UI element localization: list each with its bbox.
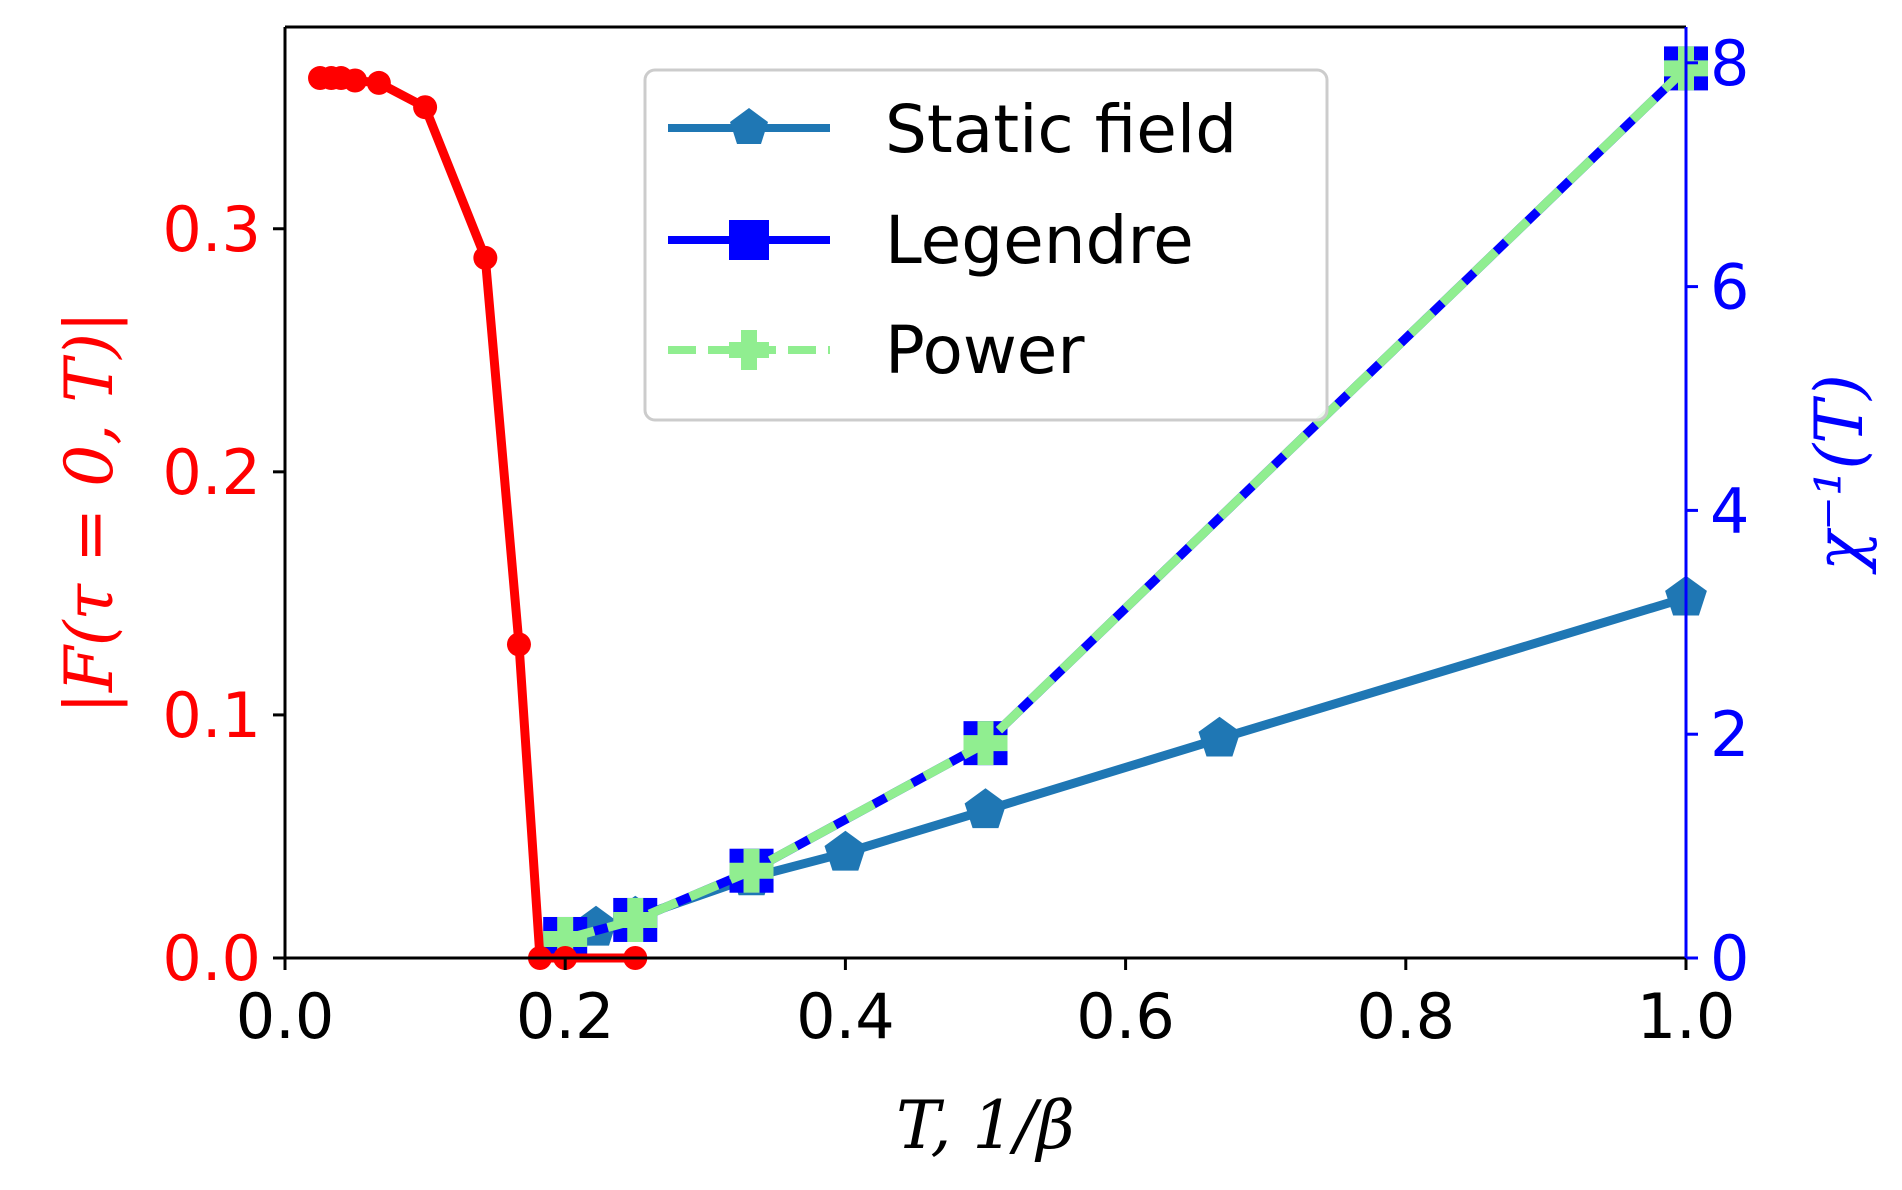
x-tick-label-0: 0.0	[236, 980, 335, 1053]
legend-entry-power: Power	[668, 312, 1085, 389]
y-left-axis-label: |F(τ = 0, T)|	[51, 311, 128, 715]
data-point-f-4	[366, 70, 391, 95]
legend-label-static-field: Static field	[885, 91, 1237, 168]
y-right-tick-label-4: 8	[1710, 27, 1749, 100]
legend-entry-legendre: Legendre	[668, 202, 1194, 279]
legend: Static field Legendre Power	[643, 68, 1329, 422]
series-line-f	[320, 73, 636, 963]
data-point-f-3	[343, 68, 368, 93]
data-point-f-5	[413, 95, 438, 120]
data-point-power-2	[729, 848, 774, 893]
legend-marker-square-icon	[729, 220, 769, 260]
y-right-axis-label: χ⁻¹(T)	[1801, 374, 1878, 575]
data-point-static-field-6	[1198, 716, 1241, 757]
x-tick-label-1: 0.2	[516, 980, 615, 1053]
axes: 0.0 0.2 0.4 0.6 0.8 1.0 0.0 0.1 0.2 0.3 0 2 4 6 8 T, 1/…	[51, 25, 1878, 1164]
legend-frame	[643, 68, 1329, 422]
x-tick-label-2: 0.4	[796, 980, 895, 1053]
y-right-tick-label-0: 0	[1710, 922, 1749, 995]
y-left-tick-label-1: 0.1	[162, 679, 261, 752]
data-point-static-field-5	[964, 788, 1007, 829]
data-point-power-3	[963, 721, 1008, 766]
data-point-f-6	[473, 245, 498, 270]
y-right-tick-label-1: 2	[1710, 698, 1749, 771]
y-left-tick-label-3: 0.3	[162, 193, 261, 266]
x-tick-label-4: 0.8	[1356, 980, 1455, 1053]
data-point-f-7	[506, 632, 531, 657]
data-point-power-0	[543, 916, 588, 961]
legend-label-power: Power	[885, 312, 1085, 389]
legend-entry-static-field: Static field	[668, 91, 1237, 168]
legend-marker-plus-icon	[729, 330, 769, 370]
legend-label-legendre: Legendre	[885, 202, 1194, 279]
y-left-tick-label-2: 0.2	[162, 436, 261, 509]
data-point-power-1	[613, 897, 658, 942]
legend-marker-pentagon-icon	[730, 108, 768, 144]
x-tick-label-3: 0.6	[1076, 980, 1175, 1053]
y-right-tick-label-3: 6	[1710, 251, 1749, 324]
y-right-tick-label-2: 4	[1710, 474, 1749, 547]
data-point-static-field-4	[824, 830, 867, 871]
y-left-tick-label-0: 0.0	[162, 922, 261, 995]
x-axis-label: T, 1/β	[896, 1087, 1075, 1164]
x-tick-label-5: 1.0	[1637, 980, 1736, 1053]
